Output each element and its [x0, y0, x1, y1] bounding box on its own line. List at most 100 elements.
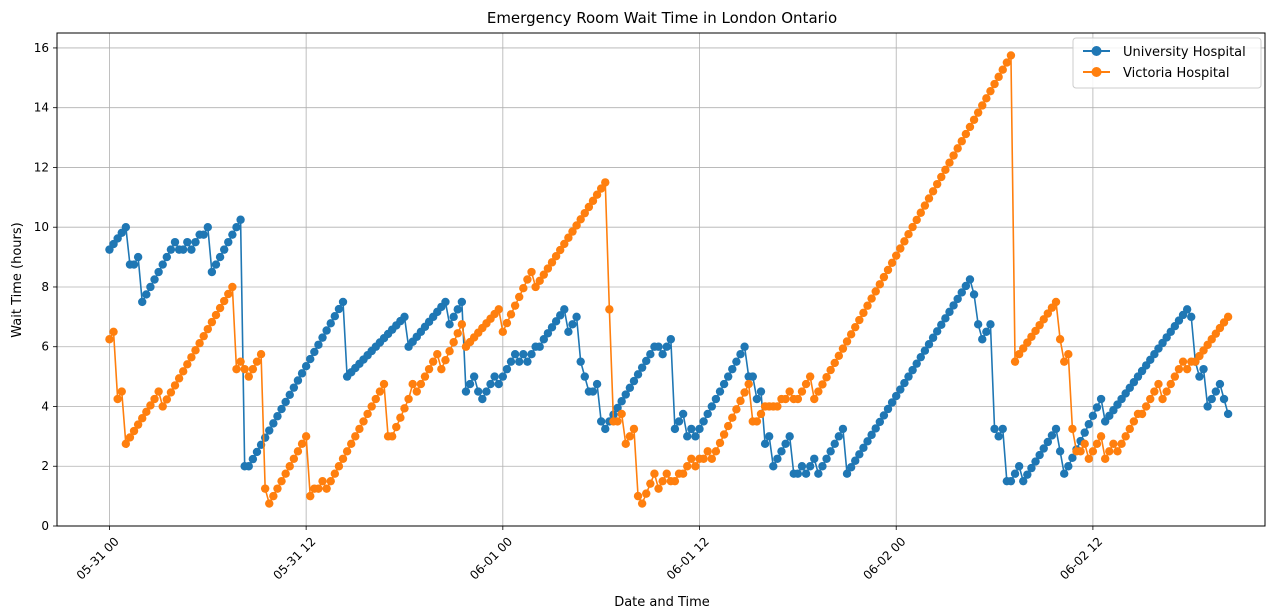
data-point [715, 387, 725, 396]
data-point [588, 387, 598, 396]
data-point [678, 409, 688, 419]
data-point [658, 350, 667, 359]
data-point [973, 320, 983, 329]
data-point [797, 387, 807, 396]
data-point [826, 365, 835, 375]
data-point [133, 420, 143, 429]
data-point [1129, 417, 1139, 426]
data-point [932, 179, 942, 189]
data-point [1064, 462, 1073, 471]
data-point [355, 424, 364, 434]
data-point [572, 221, 581, 230]
data-point [953, 294, 962, 304]
data-point [215, 303, 225, 313]
data-point [297, 369, 307, 378]
data-point [129, 426, 139, 436]
data-point [174, 374, 184, 383]
data-point [371, 394, 380, 404]
data-point [662, 342, 671, 351]
data-point [543, 329, 553, 338]
legend-marker-university-hospital [1091, 46, 1102, 56]
data-point [367, 402, 376, 411]
data-point [129, 260, 139, 269]
data-point [949, 151, 958, 160]
data-point [474, 387, 483, 396]
data-point [1084, 454, 1094, 463]
data-point [736, 350, 745, 359]
data-point [846, 463, 856, 472]
data-point [1121, 432, 1130, 441]
data-point [793, 469, 803, 478]
data-point [1187, 312, 1196, 322]
data-point [408, 379, 417, 389]
data-point [506, 310, 516, 319]
data-point [633, 370, 643, 379]
data-point [326, 476, 335, 486]
data-point [1211, 387, 1221, 396]
data-point [953, 144, 962, 153]
data-point [146, 401, 155, 410]
data-point [695, 424, 704, 434]
data-point [830, 439, 839, 449]
data-point [1060, 357, 1069, 366]
data-point [760, 439, 770, 449]
data-point [1027, 463, 1036, 473]
data-point [818, 462, 827, 471]
data-point [900, 237, 909, 246]
data-point [314, 340, 323, 349]
data-point [949, 301, 958, 310]
x-axis-label: Date and Time [614, 595, 710, 610]
data-point [711, 394, 721, 404]
data-point [363, 409, 372, 419]
data-point [678, 469, 688, 478]
data-point [252, 357, 262, 366]
data-point [654, 342, 663, 351]
data-point [1084, 420, 1094, 429]
data-point [498, 372, 508, 381]
data-point [1162, 387, 1171, 396]
data-point [629, 376, 639, 386]
data-point [646, 350, 655, 359]
data-point [486, 379, 495, 389]
data-point [625, 383, 635, 393]
data-point [941, 314, 950, 323]
data-point [1039, 444, 1048, 453]
data-point [642, 489, 651, 498]
data-point [592, 379, 602, 389]
data-point [670, 476, 680, 486]
data-point [666, 335, 676, 344]
data-point [265, 426, 274, 435]
data-point [707, 402, 717, 411]
data-point [875, 417, 885, 427]
data-point [924, 340, 934, 349]
data-point [285, 462, 294, 471]
data-point [855, 315, 864, 325]
data-point [572, 312, 581, 322]
data-point [1035, 450, 1044, 460]
data-point [683, 432, 692, 441]
data-point [289, 454, 299, 463]
data-point [109, 327, 118, 336]
data-point [330, 312, 340, 321]
data-point [961, 129, 971, 139]
data-point [957, 137, 966, 146]
data-point [924, 194, 934, 203]
data-point [617, 409, 626, 419]
data-point [707, 454, 717, 463]
data-point [867, 294, 876, 303]
data-point [601, 178, 610, 187]
data-point [191, 346, 200, 355]
data-point [887, 258, 897, 268]
data-point [941, 165, 950, 175]
data-point [277, 404, 286, 414]
data-point [740, 342, 749, 351]
data-point [1039, 315, 1048, 324]
data-point [252, 447, 262, 457]
data-point [133, 252, 143, 262]
data-point [269, 419, 278, 428]
data-point [703, 409, 712, 419]
data-point [814, 387, 823, 396]
data-point [531, 282, 540, 292]
data-point [752, 417, 762, 426]
